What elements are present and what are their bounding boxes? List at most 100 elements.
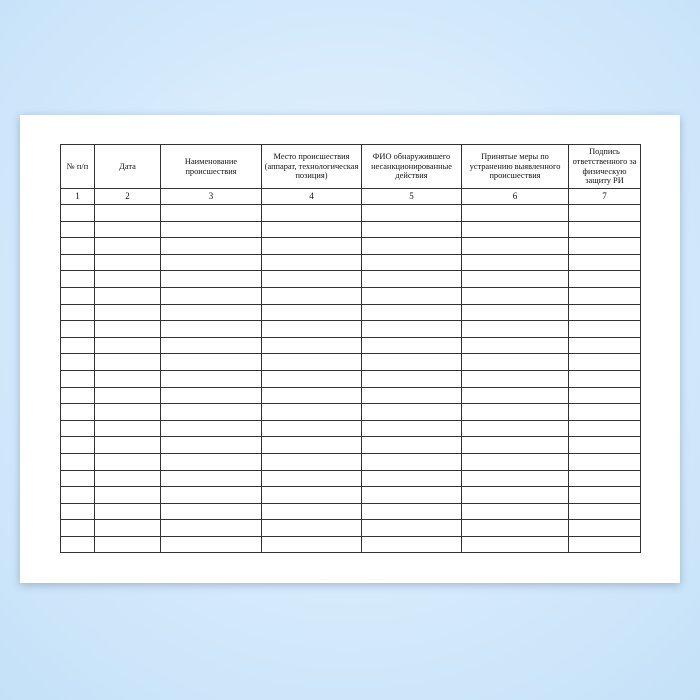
- table-cell: [160, 369, 262, 388]
- table-cell: [461, 403, 569, 421]
- table-cell: [60, 320, 95, 338]
- table-cell: [461, 502, 569, 521]
- table-cell: [568, 486, 641, 504]
- table-cell: [261, 303, 362, 322]
- table-cell: [261, 220, 362, 239]
- table-cell: [94, 353, 161, 371]
- table-cell: [361, 204, 462, 222]
- table-cell: [261, 419, 362, 438]
- table-row: [60, 535, 641, 554]
- table-cell: [361, 303, 462, 322]
- table-row: [60, 519, 641, 537]
- table-cell: [461, 270, 569, 288]
- table-row: [60, 486, 641, 504]
- table-cell: [361, 486, 462, 504]
- table-cell: [94, 220, 161, 239]
- table-cell: [261, 237, 362, 255]
- table-cell: [60, 403, 95, 421]
- table-cell: [94, 469, 161, 488]
- table-cell: [361, 353, 462, 371]
- table-row: [60, 419, 641, 438]
- table-cell: [361, 502, 462, 521]
- table-cell: [461, 486, 569, 504]
- table-row: [60, 502, 641, 521]
- table-cell: [261, 486, 362, 504]
- table-cell: [94, 452, 161, 471]
- table-cell: [60, 220, 95, 239]
- table-cell: [361, 320, 462, 338]
- table-cell: [568, 320, 641, 338]
- table-cell: [60, 253, 95, 272]
- table-cell: [94, 403, 161, 421]
- table-cell: [160, 220, 262, 239]
- table-cell: [160, 403, 262, 421]
- table-cell: [568, 452, 641, 471]
- table-cell: [361, 436, 462, 454]
- table-cell: [94, 369, 161, 388]
- table-cell: [261, 286, 362, 305]
- table-cell: [568, 353, 641, 371]
- table-cell: [568, 369, 641, 388]
- table-cell: [261, 403, 362, 421]
- table-cell: [94, 535, 161, 554]
- table-cell: [160, 469, 262, 488]
- table-cell: [60, 353, 95, 371]
- table-cell: [461, 204, 569, 222]
- table-cell: [361, 519, 462, 537]
- table-cell: [568, 220, 641, 239]
- table-cell: [568, 469, 641, 488]
- table-cell: [160, 353, 262, 371]
- table-cell: [568, 535, 641, 554]
- table-cell: [60, 519, 95, 537]
- table-cell: [568, 336, 641, 355]
- table-cell: [261, 270, 362, 288]
- table-cell: [94, 436, 161, 454]
- table-cell: [261, 204, 362, 222]
- table-cell: [261, 469, 362, 488]
- document-page: № п/п Дата Наименование происшествия Место …: [20, 115, 680, 583]
- table-cell: [568, 253, 641, 272]
- table-row: [60, 369, 641, 388]
- table-cell: [60, 436, 95, 454]
- table-cell: [461, 369, 569, 388]
- table-cell: [261, 535, 362, 554]
- column-header: Место происшествия (аппарат, технологиче…: [261, 144, 362, 189]
- table-cell: [261, 320, 362, 338]
- table-cell: [361, 253, 462, 272]
- table-cell: [160, 204, 262, 222]
- table-cell: [60, 270, 95, 288]
- table-row: [60, 320, 641, 338]
- table-cell: [60, 286, 95, 305]
- table-cell: [568, 237, 641, 255]
- table-cell: [361, 469, 462, 488]
- table-cell: [361, 369, 462, 388]
- table-cell: [568, 270, 641, 288]
- table-cell: [94, 519, 161, 537]
- table-row: [60, 237, 641, 255]
- column-number: 7: [568, 188, 641, 205]
- table-cell: [160, 436, 262, 454]
- table-cell: [461, 336, 569, 355]
- table-row: [60, 253, 641, 272]
- table-cell: [461, 419, 569, 438]
- table-cell: [261, 369, 362, 388]
- table-cell: [461, 519, 569, 537]
- column-number: 3: [160, 188, 262, 205]
- incident-log-table: № п/п Дата Наименование происшествия Место …: [60, 144, 641, 554]
- table-cell: [261, 436, 362, 454]
- table-cell: [461, 386, 569, 405]
- column-header: № п/п: [60, 144, 95, 189]
- table-cell: [568, 436, 641, 454]
- column-number: 6: [461, 188, 569, 205]
- table-cell: [94, 270, 161, 288]
- table-cell: [461, 436, 569, 454]
- table-row: [60, 386, 641, 405]
- table-cell: [60, 336, 95, 355]
- table-row: [60, 403, 641, 421]
- table-row: [60, 436, 641, 454]
- column-number: 1: [60, 188, 95, 205]
- column-header: Принятые меры по устранению выявленного …: [461, 144, 569, 189]
- table-row: [60, 286, 641, 305]
- table-cell: [94, 253, 161, 272]
- table-cell: [94, 303, 161, 322]
